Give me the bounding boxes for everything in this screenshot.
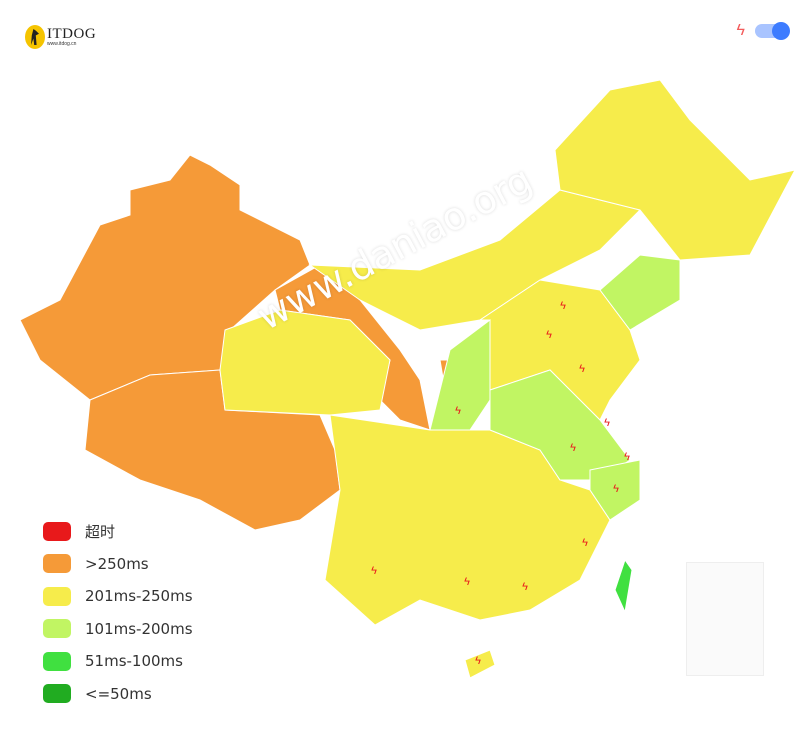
legend-swatch [43,521,71,541]
legend-item[interactable]: <=50ms [43,678,193,711]
legend-label: 201ms-250ms [85,587,193,606]
region-inner-mongolia[interactable] [308,189,641,331]
lightning-icon: ϟ [736,22,745,39]
itdog-logo: ITDOG www.itdog.cn [25,25,96,49]
region-zhejiang[interactable] [589,459,641,521]
south-china-sea-inset [686,562,764,676]
legend-label: 101ms-200ms [85,619,193,638]
region-taiwan[interactable] [614,558,633,614]
legend-swatch [43,619,71,639]
lightning-icon[interactable]: ϟ [613,483,619,495]
region-northeast[interactable] [554,79,796,261]
logo-url: www.itdog.cn [47,41,77,47]
lightning-icon[interactable]: ϟ [546,329,552,341]
legend-item[interactable]: 101ms-200ms [43,613,193,646]
legend: 超时 >250ms 201ms-250ms 101ms-200ms 51ms-100ms… [43,515,193,710]
display-toggle[interactable] [755,22,790,40]
toggle-knob[interactable] [772,22,790,40]
legend-swatch [43,651,71,671]
lightning-icon[interactable]: ϟ [570,442,576,454]
legend-item[interactable]: 201ms-250ms [43,580,193,613]
legend-label: <=50ms [85,684,152,703]
lightning-icon[interactable]: ϟ [475,655,481,667]
legend-label: >250ms [85,554,149,573]
legend-swatch [43,684,71,704]
logo-name: ITDOG [47,26,97,42]
legend-item[interactable]: 超时 [43,515,193,548]
legend-label: 51ms-100ms [85,652,183,671]
legend-item[interactable]: 51ms-100ms [43,645,193,678]
region-hainan[interactable] [464,649,496,679]
legend-item[interactable]: >250ms [43,548,193,581]
region-liaoning[interactable] [599,254,681,331]
lightning-icon[interactable]: ϟ [579,363,585,375]
lightning-icon[interactable]: ϟ [604,417,610,429]
lightning-icon[interactable]: ϟ [455,405,461,417]
lightning-icon[interactable]: ϟ [624,451,630,463]
lightning-icon[interactable]: ϟ [560,300,566,312]
dog-logo-icon [25,25,45,49]
lightning-icon[interactable]: ϟ [371,565,377,577]
legend-swatch [43,586,71,606]
lightning-icon[interactable]: ϟ [582,537,588,549]
region-qinghai[interactable] [219,309,391,416]
legend-label: 超时 [85,522,116,541]
legend-swatch [43,554,71,574]
lightning-icon[interactable]: ϟ [464,576,470,588]
lightning-icon[interactable]: ϟ [522,581,528,593]
region-shaanxi[interactable] [429,319,491,431]
